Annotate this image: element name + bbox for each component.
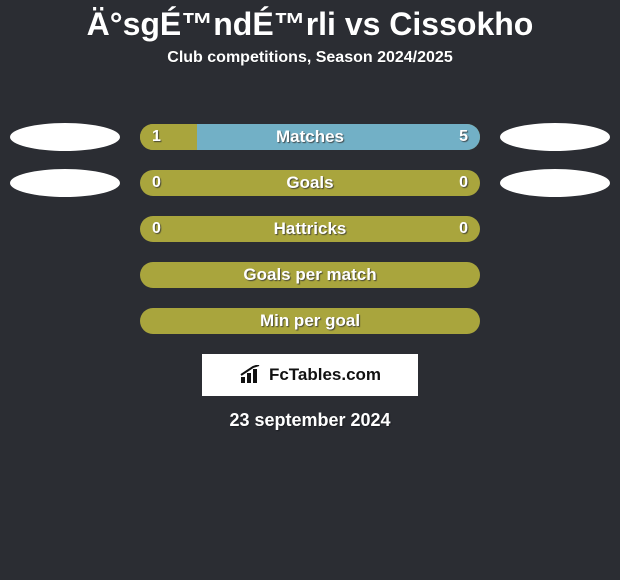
- subtitle: Club competitions, Season 2024/2025: [0, 49, 620, 67]
- stat-bar: Min per goal: [140, 308, 480, 334]
- stat-label: Goals per match: [140, 262, 480, 288]
- stat-bar: Hattricks0 0: [140, 216, 480, 242]
- stat-row: Goals0 0: [0, 170, 620, 196]
- stat-row: Hattricks0 0: [0, 216, 620, 242]
- branding-badge: FcTables.com: [202, 354, 418, 396]
- stat-row: Min per goal: [0, 308, 620, 334]
- stat-value-right: 0: [459, 216, 468, 242]
- stat-label: Hattricks: [140, 216, 480, 242]
- stat-label: Goals: [140, 170, 480, 196]
- comparison-canvas: Ä°sgÉ™ndÉ™rli vs Cissokho Club competiti…: [0, 0, 620, 580]
- stat-bar: Goals per match: [140, 262, 480, 288]
- team-right-ellipse: [500, 169, 610, 197]
- date-text: 23 september 2024: [0, 410, 620, 431]
- team-left-ellipse: [10, 169, 120, 197]
- branding-text: FcTables.com: [269, 365, 381, 385]
- stat-row: Goals per match: [0, 262, 620, 288]
- branding-chart-icon: [239, 365, 265, 385]
- stat-row: Matches1 5: [0, 124, 620, 150]
- stat-value-left: 0: [152, 170, 161, 196]
- stat-bar: Matches1 5: [140, 124, 480, 150]
- stat-label: Min per goal: [140, 308, 480, 334]
- stat-value-right: 0: [459, 170, 468, 196]
- stat-value-left: 1: [152, 124, 161, 150]
- team-left-ellipse: [10, 123, 120, 151]
- stat-bar: Goals0 0: [140, 170, 480, 196]
- stat-label: Matches: [140, 124, 480, 150]
- stat-value-left: 0: [152, 216, 161, 242]
- stat-value-right: 5: [459, 124, 468, 150]
- page-title: Ä°sgÉ™ndÉ™rli vs Cissokho: [0, 0, 620, 43]
- team-right-ellipse: [500, 123, 610, 151]
